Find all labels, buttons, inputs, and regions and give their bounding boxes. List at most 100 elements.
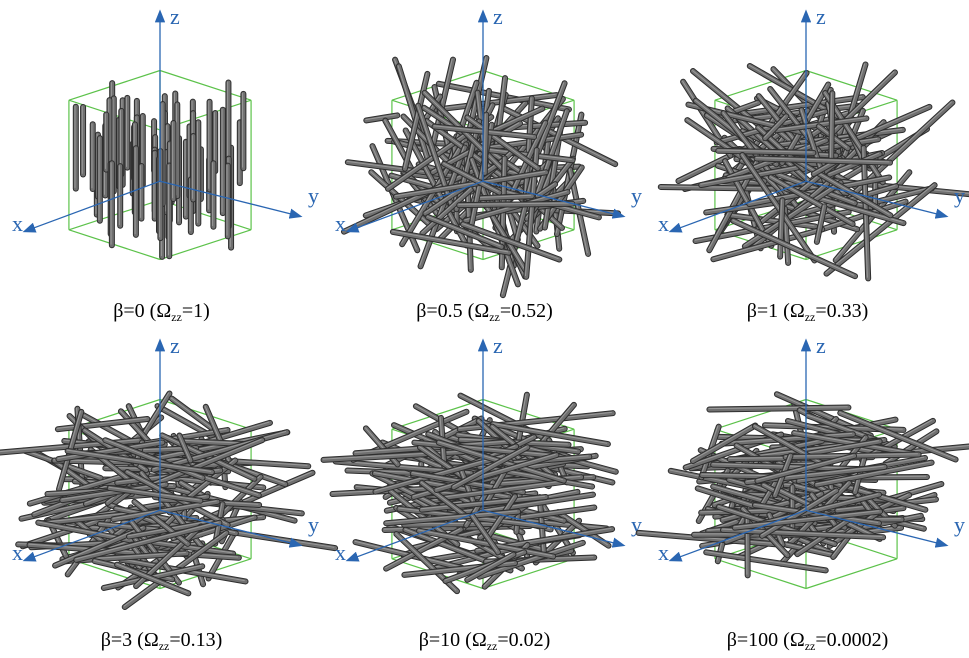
axes: x y z — [12, 4, 319, 236]
caption-omega: Ω — [471, 629, 487, 651]
x-axis — [345, 509, 484, 562]
panel-beta-100: x y z β=100 (Ωzz=0.0002) — [635, 329, 969, 658]
box-edge — [159, 69, 252, 101]
x-axis — [345, 180, 484, 233]
caption-beta: β=100 ( — [726, 629, 790, 651]
panel-caption: β=3 (Ωzz=0.13) — [0, 629, 323, 654]
y-axis-label: y — [308, 183, 319, 208]
y-axis — [805, 509, 949, 548]
fiber — [54, 415, 151, 433]
z-axis-label: z — [170, 4, 180, 29]
fiber — [441, 160, 503, 196]
y-axis — [159, 509, 303, 548]
caption-subscript: zz — [804, 310, 816, 324]
box-edge — [714, 558, 807, 590]
caption-omega: Ω — [789, 300, 805, 322]
z-axis-label: z — [170, 333, 180, 358]
panel-beta-10: x y z β=10 (Ωzz=0.02) — [320, 329, 646, 658]
fiber — [372, 453, 507, 495]
fiber-orientation-diagram: x y z — [0, 333, 339, 611]
fiber — [369, 470, 449, 514]
box-edge — [482, 558, 575, 590]
caption-subscript: zz — [486, 639, 498, 653]
fiber-group — [657, 61, 969, 282]
fiber — [96, 135, 103, 224]
fiber-orientation-diagram: x y z — [320, 333, 642, 595]
fiber — [429, 92, 560, 114]
panel-caption: β=10 (Ωzz=0.02) — [323, 629, 646, 654]
fiber — [401, 70, 431, 172]
fiber — [388, 172, 437, 191]
x-axis-label: x — [335, 211, 346, 236]
fiber — [635, 529, 780, 548]
fiber — [389, 228, 512, 256]
fiber — [710, 226, 826, 263]
fiber — [698, 164, 800, 189]
fiber — [703, 549, 829, 574]
x-axis — [668, 180, 807, 233]
fiber-group — [0, 390, 339, 611]
fiber — [481, 111, 490, 176]
caption-value: =0.33) — [815, 300, 869, 322]
caption-beta: β=3 ( — [100, 629, 144, 651]
box-edge — [805, 558, 898, 590]
fiber — [762, 113, 790, 142]
panel-caption: β=100 (Ωzz=0.0002) — [646, 629, 969, 654]
fiber — [55, 439, 166, 463]
fiber-orientation-diagram: x y z — [635, 333, 969, 590]
box-edge — [714, 398, 807, 430]
caption-subscript: zz — [489, 310, 500, 324]
box-edge — [68, 558, 161, 590]
fiber — [490, 421, 611, 448]
caption-beta: β=10 ( — [418, 629, 472, 651]
y-axis-label: y — [954, 183, 965, 208]
fiber — [177, 437, 246, 447]
fiber — [219, 106, 226, 217]
fiber — [151, 437, 266, 487]
caption-subscript: zz — [158, 639, 170, 653]
fiber — [417, 144, 468, 270]
caption-value: =1) — [181, 300, 210, 322]
fiber — [773, 115, 870, 134]
panel-beta-1: x y z β=1 (Ωzz=0.33) — [646, 0, 969, 329]
fiber — [450, 444, 531, 491]
fiber — [460, 221, 563, 263]
caption-omega: Ω — [156, 300, 172, 322]
fiber — [837, 409, 959, 463]
x-axis — [668, 509, 807, 562]
z-axis-label: z — [493, 4, 503, 29]
fiber — [731, 508, 884, 531]
y-axis-label: y — [954, 512, 965, 537]
fiber — [206, 98, 213, 193]
caption-beta: β=0 ( — [113, 300, 157, 322]
fiber — [437, 478, 567, 502]
box-edge — [391, 398, 484, 430]
axes: x y z — [335, 333, 642, 565]
y-axis — [805, 180, 949, 219]
z-axis-label: z — [493, 333, 503, 358]
caption-subscript: zz — [804, 639, 816, 653]
fiber — [401, 520, 514, 528]
caption-value: =0.0002) — [815, 629, 889, 651]
caption-omega: Ω — [474, 300, 490, 322]
fiber — [395, 63, 431, 162]
y-axis-label: y — [308, 512, 319, 537]
panel-caption: β=0.5 (Ωzz=0.52) — [323, 300, 646, 325]
y-axis — [159, 180, 303, 219]
x-axis-label: x — [335, 540, 346, 565]
fiber — [106, 485, 204, 504]
fiber — [725, 94, 866, 119]
x-axis-label: x — [658, 540, 669, 565]
panel-beta-0: x y z β=0 (Ωzz=1) — [0, 0, 323, 329]
fiber — [368, 169, 437, 231]
y-axis — [482, 180, 626, 219]
fiber — [689, 422, 759, 464]
fiber — [473, 193, 535, 202]
fiber — [823, 182, 938, 277]
fiber-group — [635, 391, 969, 579]
fiber — [64, 447, 215, 476]
fiber — [182, 138, 189, 220]
y-axis-label: y — [631, 512, 642, 537]
fiber-group — [340, 55, 622, 299]
fiber — [103, 111, 110, 173]
